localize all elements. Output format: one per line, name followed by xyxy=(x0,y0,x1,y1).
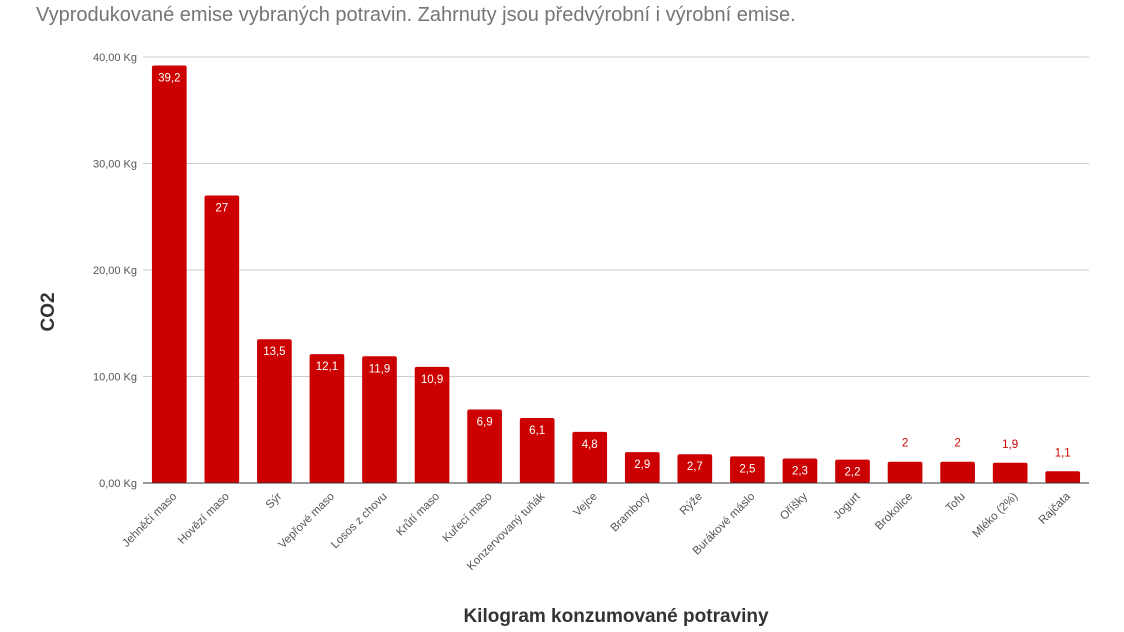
x-category-label: Brambory xyxy=(609,490,653,534)
bar-value-label: 2 xyxy=(902,438,908,450)
bar xyxy=(362,356,397,483)
x-category-label: Rajčata xyxy=(1037,490,1073,526)
x-category-label: Vejce xyxy=(571,491,599,519)
y-tick-label: 40,00 Kg xyxy=(93,52,137,64)
bar-value-label: 2,9 xyxy=(634,459,650,471)
bar-value-label: 6,1 xyxy=(529,425,545,437)
y-tick-label: 0,00 Kg xyxy=(99,478,137,490)
bar-value-label: 2,7 xyxy=(687,461,703,473)
y-tick-label: 10,00 Kg xyxy=(93,372,137,384)
x-category-label: Vepřové maso xyxy=(277,491,337,551)
x-category-label: Brokolice xyxy=(873,491,915,533)
bar-value-label: 1,1 xyxy=(1055,447,1071,459)
bar-value-label: 2,3 xyxy=(792,466,808,478)
bar-value-label: 27 xyxy=(215,202,228,214)
bars xyxy=(151,65,1081,484)
x-category-label: Tofu xyxy=(944,491,968,515)
x-category-label: Mléko (2%) xyxy=(971,491,1021,541)
bar-value-label: 12,1 xyxy=(316,361,338,373)
bar xyxy=(940,461,975,483)
x-axis-title: Kilogram konzumované potraviny xyxy=(463,606,769,627)
bar-value-label: 11,9 xyxy=(369,363,391,375)
x-category-label: Sýr xyxy=(264,491,285,512)
y-axis-ticks: 0,00 Kg 10,00 Kg 20,00 Kg 30,00 Kg 40,00 Kg xyxy=(93,52,137,490)
bar-value-label: 13,5 xyxy=(263,346,285,358)
y-axis-title: CO2 xyxy=(38,292,59,331)
chart-title: Vyprodukované emise vybraných potravin. … xyxy=(36,4,796,26)
x-category-label: Jehněčí maso xyxy=(120,491,179,550)
x-category-label: Hovězí maso xyxy=(176,491,232,547)
bar xyxy=(414,366,450,483)
bar-value-labels: 39,2 27 13,5 12,1 11,9 10,9 6,9 6,1 4,8 2,9 2,7 2,5… xyxy=(158,73,1071,479)
bar xyxy=(992,462,1028,483)
x-category-label: Kuřecí maso xyxy=(441,491,495,545)
bar xyxy=(519,418,555,483)
bar xyxy=(204,195,240,483)
bar xyxy=(257,339,292,483)
bar xyxy=(151,65,187,484)
bar-value-label: 2,2 xyxy=(845,467,861,479)
bar xyxy=(309,354,345,483)
x-category-label: Oříšky xyxy=(778,490,810,522)
x-category-label: Rýže xyxy=(678,491,705,518)
x-category-label: Losos z chovu xyxy=(329,491,389,551)
bar xyxy=(835,459,870,483)
bar xyxy=(624,452,660,483)
bar-value-label: 6,9 xyxy=(477,417,493,429)
bar xyxy=(572,431,608,483)
bar-value-label: 1,9 xyxy=(1002,439,1018,451)
bar xyxy=(782,458,818,483)
bar-value-label: 39,2 xyxy=(158,73,180,85)
bar xyxy=(677,454,713,483)
x-category-label: Krůtí maso xyxy=(394,491,442,539)
bar-value-label: 2 xyxy=(954,438,960,450)
bar-value-label: 4,8 xyxy=(582,439,598,451)
gridlines xyxy=(143,56,1089,377)
bar xyxy=(1045,471,1081,483)
y-tick-label: 20,00 Kg xyxy=(93,265,137,277)
x-category-label: Jogurt xyxy=(832,490,864,522)
bar xyxy=(887,461,923,483)
y-tick-label: 30,00 Kg xyxy=(93,159,137,171)
bar-value-label: 10,9 xyxy=(421,374,443,386)
bar xyxy=(730,456,765,483)
bar xyxy=(467,409,502,483)
bar-value-label: 2,5 xyxy=(739,463,755,475)
